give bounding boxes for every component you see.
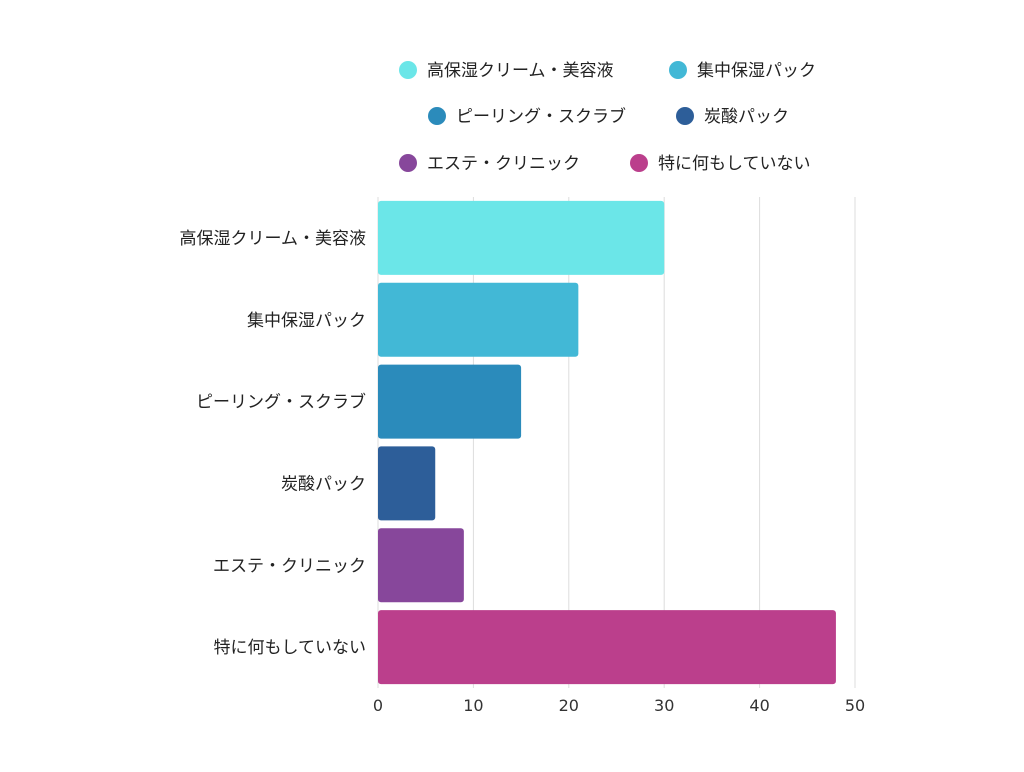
- bar: [378, 200, 665, 275]
- category-label: 高保湿クリーム・美容液: [180, 229, 367, 249]
- x-tick-label: 40: [749, 696, 769, 715]
- bar: [378, 610, 836, 685]
- legend-label: 集中保湿パック: [697, 61, 816, 81]
- legend-swatch: [399, 61, 417, 79]
- legend-label: エステ・クリニック: [427, 154, 580, 174]
- category-label: 特に何もしていない: [214, 638, 367, 658]
- x-tick-label: 30: [654, 696, 674, 715]
- legend-swatch: [676, 107, 694, 125]
- bar: [378, 446, 436, 521]
- bar: [378, 364, 522, 439]
- legend-label: ピーリング・スクラブ: [456, 106, 626, 127]
- legend-swatch: [428, 107, 446, 125]
- x-tick-label: 10: [463, 696, 483, 715]
- legend-swatch: [630, 154, 648, 172]
- legend-label: 炭酸パック: [704, 107, 789, 127]
- bar: [378, 282, 579, 357]
- category-labels: 高保湿クリーム・美容液集中保湿パックピーリング・スクラブ炭酸パックエステ・クリニ…: [180, 229, 367, 658]
- category-label: 集中保湿パック: [247, 311, 366, 331]
- bar: [378, 528, 464, 603]
- bars: [378, 200, 836, 685]
- x-tick-label: 20: [559, 696, 579, 715]
- gridlines: [377, 197, 856, 688]
- legend-swatch: [399, 154, 417, 172]
- category-label: エステ・クリニック: [213, 556, 366, 576]
- x-tick-label: 0: [373, 696, 383, 715]
- category-label: 炭酸パック: [281, 474, 366, 494]
- x-axis-ticks: 0 10 20 30 40 50: [373, 696, 865, 715]
- legend-label: 高保湿クリーム・美容液: [427, 61, 614, 81]
- category-label: ピーリング・スクラブ: [196, 392, 366, 413]
- legend-swatch: [669, 61, 687, 79]
- legend-label: 特に何もしていない: [658, 154, 811, 174]
- x-tick-label: 50: [845, 696, 865, 715]
